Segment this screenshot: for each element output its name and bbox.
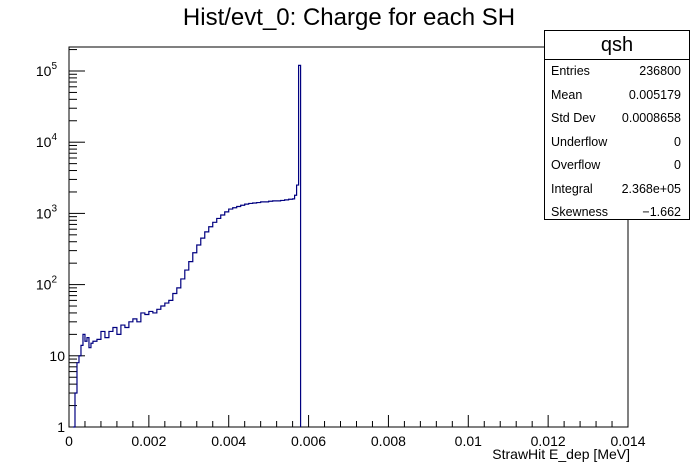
y-tick-label: 103 bbox=[36, 203, 58, 221]
stats-row: Integral 2.368e+05 bbox=[545, 178, 689, 202]
stats-key: Underflow bbox=[551, 134, 608, 149]
histogram-line bbox=[72, 64, 302, 428]
stats-key: Skewness bbox=[551, 205, 608, 219]
stats-value: 0.0008658 bbox=[621, 111, 681, 125]
x-axis-label: StrawHit E_dep [MeV] bbox=[492, 446, 630, 462]
plot-frame bbox=[68, 46, 629, 428]
x-tick-label: 0.01 bbox=[455, 433, 482, 449]
y-tick-label: 1 bbox=[57, 419, 65, 435]
stats-row: Std Dev 0.0008658 bbox=[545, 107, 689, 131]
stats-key: Integral bbox=[551, 181, 593, 196]
x-tick-label: 0.012 bbox=[531, 433, 566, 449]
y-axis-ticks: 1 10 102 103 104 105 bbox=[36, 49, 85, 435]
x-tick-label: 0.004 bbox=[211, 433, 246, 449]
x-tick-label: 0.008 bbox=[371, 433, 406, 449]
x-tick-label: 0.002 bbox=[131, 433, 166, 449]
stats-row: Underflow 0 bbox=[545, 131, 689, 155]
y-tick-label: 105 bbox=[36, 61, 58, 79]
stats-key: Entries bbox=[551, 64, 590, 78]
y-tick-label: 10 bbox=[49, 348, 65, 364]
stats-row: Overflow 0 bbox=[545, 154, 689, 178]
y-tick-label: 102 bbox=[36, 275, 58, 293]
stats-value: −1.662 bbox=[642, 205, 681, 219]
stats-key: Mean bbox=[551, 87, 583, 102]
stats-value: 236800 bbox=[639, 64, 681, 78]
stats-value: 2.368e+05 bbox=[621, 181, 681, 196]
chart-title: Hist/evt_0: Charge for each SH bbox=[182, 4, 516, 31]
stats-value: 0 bbox=[674, 134, 681, 149]
stats-key: Overflow bbox=[551, 158, 601, 172]
x-axis-ticks: 0 0.002 0.004 0.006 0.008 0.01 0.012 0.014 bbox=[65, 415, 646, 449]
x-tick-label: 0.014 bbox=[610, 433, 645, 449]
stats-key: Std Dev bbox=[551, 111, 596, 125]
stats-row: Skewness −1.662 bbox=[545, 201, 689, 225]
stats-box-title: qsh bbox=[545, 31, 689, 60]
x-tick-label: 0.006 bbox=[291, 433, 326, 449]
stats-box: qsh Entries 236800 Mean 0.005179 Std Dev 0.… bbox=[544, 30, 690, 220]
stats-row: Entries 236800 bbox=[545, 60, 689, 84]
stats-row: Mean 0.005179 bbox=[545, 84, 689, 108]
stats-value: 0.005179 bbox=[628, 87, 681, 102]
y-tick-label: 104 bbox=[36, 132, 58, 150]
stats-value: 0 bbox=[674, 158, 681, 172]
x-tick-label: 0 bbox=[65, 433, 73, 449]
